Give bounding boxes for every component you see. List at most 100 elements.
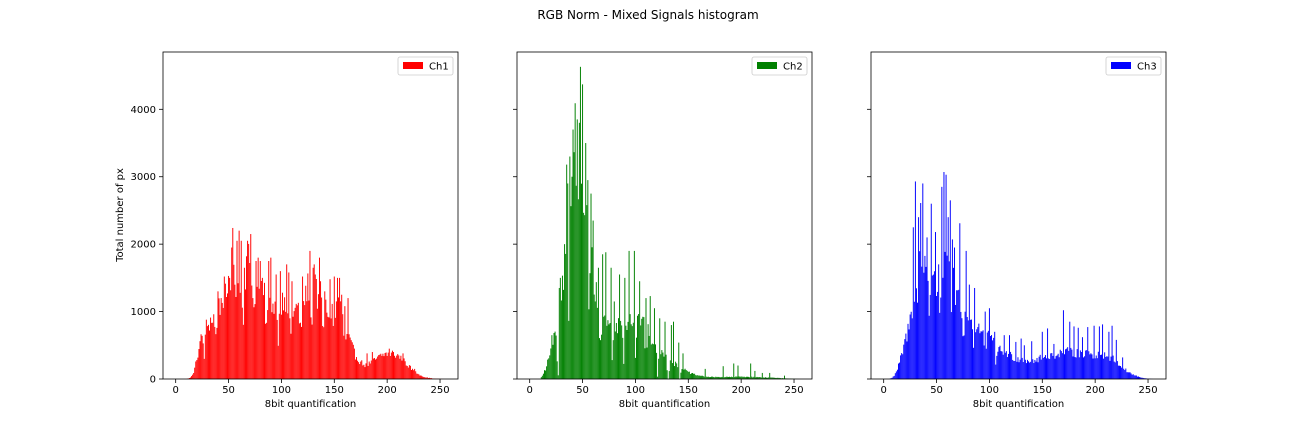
histogram-bar (346, 333, 348, 379)
histogram-bar (420, 375, 422, 379)
histogram-bar (997, 351, 999, 379)
histogram-bar (239, 292, 241, 379)
histogram-bar (1003, 335, 1005, 379)
histogram-bar (1044, 355, 1046, 379)
histogram-bar (931, 275, 933, 379)
histogram-bar (708, 377, 710, 379)
histogram-bar (610, 267, 612, 379)
histogram-bar (892, 376, 894, 379)
histogram-bar (268, 261, 270, 379)
histogram-bar (311, 324, 313, 379)
histogram-bar (375, 359, 377, 379)
histogram-bar (585, 143, 587, 379)
histogram-bar (1030, 361, 1032, 379)
histogram-bar (784, 375, 785, 379)
histogram-bar (567, 183, 569, 379)
histogram-bar (316, 308, 318, 379)
histogram-bar (685, 369, 687, 379)
histogram-bar (977, 327, 979, 379)
histogram-bar (1053, 343, 1055, 379)
histogram-bar (369, 363, 371, 379)
x-tick-label: 200 (378, 385, 397, 396)
histogram-bar (550, 348, 552, 379)
histogram-bar (605, 252, 607, 379)
histogram-bar (365, 363, 367, 379)
histogram-bar (744, 377, 746, 379)
histogram-bar (303, 301, 305, 379)
histogram-bar (549, 355, 551, 379)
histogram-bar (1078, 357, 1080, 379)
histogram-bar (360, 361, 362, 379)
histogram-bar (381, 355, 383, 379)
histogram-bar (410, 370, 412, 379)
histogram-bar (1138, 376, 1139, 379)
histogram-bar (779, 378, 781, 379)
x-tick-label: 200 (732, 385, 751, 396)
histogram-bar (1041, 331, 1043, 379)
histogram-bar (564, 244, 566, 379)
legend-label: Ch3 (1137, 62, 1157, 73)
histogram-bar (622, 337, 624, 379)
panel-ch1: 0 50 100 150 200 250 0 1000 2000 3000 4000 8bit qua… (131, 51, 459, 410)
histogram-bar (342, 314, 344, 379)
histogram-bar (312, 267, 314, 379)
histogram-bar (1135, 375, 1137, 379)
bars-ch2 (540, 66, 799, 380)
histogram-bar (249, 263, 251, 379)
histogram-bar (681, 369, 683, 379)
histogram-bar (234, 284, 236, 379)
histogram-bar (233, 264, 235, 379)
histogram-bar (639, 281, 641, 379)
histogram-bar (345, 339, 347, 379)
histogram-bar (396, 355, 398, 379)
histogram-bar (1142, 377, 1144, 379)
histogram-bar (281, 292, 283, 379)
histogram-bar (1101, 354, 1102, 379)
histogram-bar (710, 377, 711, 379)
histogram-bar (405, 365, 407, 379)
histogram-bar (376, 358, 378, 379)
bars-ch3 (889, 172, 1153, 379)
histogram-bar (946, 255, 948, 379)
histogram-bar (1126, 372, 1128, 379)
histogram-bar (402, 353, 404, 379)
histogram-bar (625, 325, 627, 379)
histogram-bar (919, 251, 921, 379)
histogram-bar (754, 370, 756, 379)
histogram-bar (1131, 374, 1133, 379)
histogram-bar (1052, 355, 1054, 379)
histogram-bar (630, 324, 632, 379)
histogram-bar (772, 377, 774, 379)
histogram-bar (403, 358, 405, 379)
figure-title: RGB Norm - Mixed Signals histogram (537, 8, 758, 22)
histogram-bar (256, 286, 258, 379)
histogram-bar (409, 365, 411, 379)
histogram-bar (673, 321, 674, 379)
histogram-bar (606, 325, 608, 379)
histogram-bar (428, 377, 430, 379)
histogram-bar (421, 376, 423, 379)
histogram-bar (1018, 362, 1020, 379)
histogram-bar (573, 152, 575, 379)
histogram-bar (223, 276, 225, 379)
histogram-bar (209, 330, 211, 379)
histogram-bar (632, 322, 634, 379)
histogram-bar (1086, 350, 1088, 379)
histogram-bar (540, 377, 542, 379)
histogram-bar (293, 311, 295, 379)
histogram-bar (607, 320, 609, 379)
histogram-bar (616, 333, 618, 379)
histogram-bar (697, 375, 699, 379)
histogram-bar (431, 378, 433, 379)
histogram-bar (1071, 349, 1073, 379)
y-axis-label: Total number of px (115, 168, 126, 263)
histogram-bar (1056, 355, 1058, 379)
x-tick-label: 0 (527, 385, 533, 396)
histogram-bar (723, 377, 725, 379)
histogram-bar (236, 240, 238, 379)
histogram-bar (1130, 373, 1132, 379)
histogram-bar (720, 377, 722, 379)
histogram-bar (1064, 354, 1065, 379)
histogram-bar (940, 297, 942, 379)
histogram-bar (1075, 357, 1077, 379)
